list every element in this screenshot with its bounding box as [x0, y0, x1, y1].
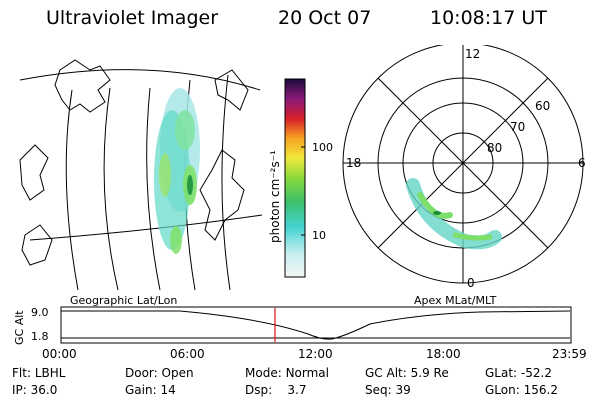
- info-glon: GLon: 156.2: [485, 383, 558, 397]
- left-map-caption: Geographic Lat/Lon: [70, 294, 178, 307]
- lon-line: [65, 89, 79, 290]
- lon-line: [103, 87, 119, 290]
- mlt-label-12: 12: [465, 47, 481, 61]
- info-gc-alt: GC Alt: 5.9 Re: [365, 366, 449, 380]
- timeline-xtick: 23:59: [552, 347, 587, 361]
- header-time: 10:08:17 UT: [430, 7, 547, 29]
- timeline-xtick: 06:00: [170, 347, 205, 361]
- info-dsp: Dsp: 3.7: [245, 383, 307, 397]
- header-date: 20 Oct 07: [278, 7, 372, 29]
- mlt-label-0: 0: [467, 276, 475, 290]
- coastline: [214, 69, 249, 111]
- info-seq: Seq: 39: [365, 383, 411, 397]
- aurora-emission: [406, 178, 502, 250]
- polar-plot: [342, 45, 584, 284]
- geographic-map: [19, 59, 263, 290]
- coastline: [21, 224, 53, 266]
- info-gain: Gain: 14: [125, 383, 176, 397]
- timeline-ytick-bottom: 1.8: [31, 330, 49, 343]
- altitude-curve: [61, 310, 571, 340]
- mlt-label-6: 6: [578, 156, 586, 170]
- colorbar-label: photon cm⁻²s⁻¹: [268, 150, 282, 243]
- info-flt: Flt: LBHL: [12, 366, 66, 380]
- coastline: [199, 149, 245, 241]
- coastline: [19, 144, 49, 201]
- info-glat: GLat: -52.2: [485, 366, 552, 380]
- timeline-xtick: 18:00: [426, 347, 461, 361]
- timeline-xtick: 00:00: [42, 347, 77, 361]
- app-title: Ultraviolet Imager: [46, 7, 219, 29]
- lon-line: [146, 87, 161, 290]
- info-mode: Mode: Normal: [245, 366, 329, 380]
- altitude-timeline: [60, 306, 572, 344]
- timeline-ytick-top: 9.0: [31, 306, 49, 319]
- mlat-label-70: 70: [510, 120, 526, 134]
- aurora-emission: [154, 88, 200, 254]
- mlt-label-18: 18: [346, 156, 362, 170]
- right-map-caption: Apex MLat/MLT: [414, 294, 497, 307]
- timeline-xtick: 12:00: [298, 347, 333, 361]
- lat-line: [19, 69, 261, 91]
- timeline-axis-label: GC Alt: [13, 310, 26, 345]
- colorbar: [284, 78, 306, 278]
- mlat-label-80: 80: [487, 141, 503, 155]
- info-door: Door: Open: [125, 366, 194, 380]
- coastline: [54, 59, 111, 113]
- lon-line: [221, 74, 231, 290]
- lat-line: [29, 214, 263, 241]
- info-ip: IP: 36.0: [12, 383, 58, 397]
- mlat-label-60: 60: [535, 99, 551, 113]
- colorbar-tick: 100: [312, 141, 333, 154]
- colorbar-tick: 10: [312, 229, 326, 242]
